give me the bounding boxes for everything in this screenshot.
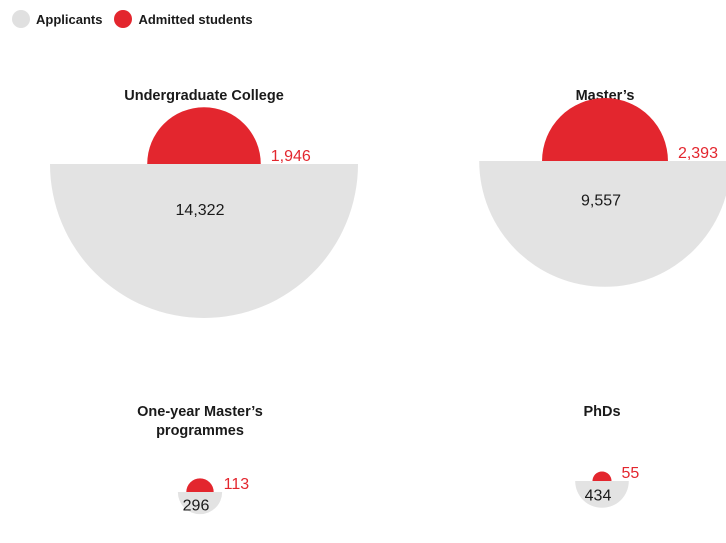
group-title: One-year Master’s: [137, 404, 263, 420]
admitted-semicircle: [542, 98, 668, 161]
admitted-value-label: 1,946: [271, 148, 311, 165]
group-title: Undergraduate College: [124, 88, 284, 104]
applicants-semicircle: [50, 164, 358, 318]
applicants-semicircle: [575, 481, 629, 508]
legend-item-applicants: Applicants: [12, 10, 102, 28]
applicants-value-label: 14,322: [176, 202, 225, 219]
applicants-swatch: [12, 10, 30, 28]
applicants-value-label: 434: [585, 488, 612, 505]
admitted-value-label: 113: [224, 476, 250, 493]
admitted-value-label: 2,393: [678, 145, 718, 162]
legend: Applicants Admitted students: [12, 10, 265, 28]
applicants-value-label: 296: [183, 498, 210, 515]
admitted-semicircle: [147, 107, 261, 164]
legend-label-applicants: Applicants: [36, 11, 103, 27]
group-title: PhDs: [583, 404, 620, 420]
applicants-semicircle: [177, 492, 223, 515]
admitted-value-label: 55: [622, 465, 640, 482]
legend-label-admitted: Admitted students: [138, 11, 253, 27]
legend-item-admitted: Admitted students: [114, 10, 253, 28]
admitted-swatch: [114, 10, 133, 28]
applicants-semicircle: [479, 161, 726, 287]
group-title: programmes: [156, 423, 244, 439]
admitted-semicircle: [592, 471, 612, 481]
admitted-semicircle: [186, 478, 214, 492]
applicants-value-label: 9,557: [581, 192, 621, 209]
